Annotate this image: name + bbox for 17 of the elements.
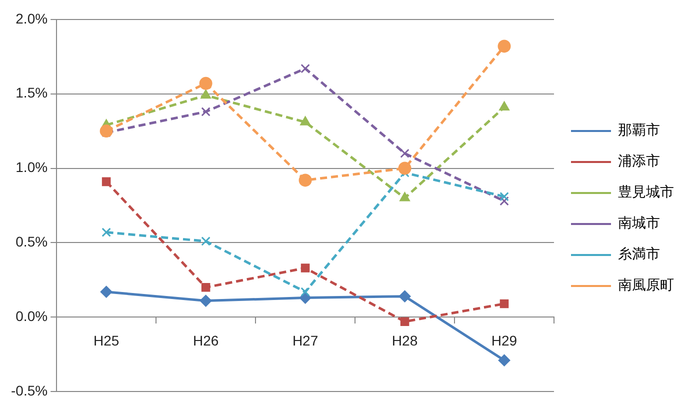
legend-label: 豊見城市 — [618, 184, 674, 201]
x-tick-label: H28 — [392, 332, 418, 348]
y-tick-label: 2.0% — [16, 10, 48, 26]
y-tick-label: 0.5% — [16, 234, 48, 250]
x-tick-label: H27 — [292, 332, 318, 348]
legend-label: 南城市 — [618, 216, 660, 232]
legend-label: 糸満市 — [618, 246, 660, 263]
legend-label: 南風原町 — [618, 278, 674, 294]
x-tick-label: H25 — [93, 332, 120, 348]
y-tick-label: 0.0% — [16, 308, 48, 324]
y-tick-label: 1.0% — [16, 159, 48, 176]
legend-label: 浦添市 — [618, 154, 660, 170]
x-tick-label: H29 — [491, 332, 518, 348]
y-tick-label: 1.5% — [16, 84, 48, 101]
legend-label: 那覇市 — [618, 122, 660, 139]
y-tick-label: -0.5% — [10, 382, 48, 398]
x-tick-label: H26 — [192, 332, 219, 348]
